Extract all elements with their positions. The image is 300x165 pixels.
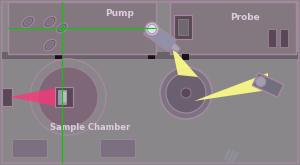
Text: Pump: Pump — [106, 9, 134, 17]
Polygon shape — [194, 73, 268, 101]
Bar — [8, 2, 156, 54]
Bar — [268, 29, 276, 47]
Bar — [62, 92, 66, 102]
Ellipse shape — [46, 18, 54, 25]
Circle shape — [38, 67, 98, 127]
Bar — [58, 90, 66, 104]
Text: Probe: Probe — [230, 13, 260, 21]
Polygon shape — [10, 88, 55, 106]
Circle shape — [30, 59, 106, 135]
Bar — [148, 53, 155, 59]
Polygon shape — [224, 148, 231, 160]
Bar — [55, 87, 73, 107]
Polygon shape — [172, 47, 198, 77]
Polygon shape — [252, 73, 284, 97]
Bar — [174, 15, 192, 39]
Polygon shape — [227, 150, 235, 162]
Bar — [12, 139, 47, 157]
Bar — [55, 53, 62, 59]
Circle shape — [166, 73, 206, 113]
Circle shape — [160, 67, 212, 119]
Bar — [2, 88, 12, 106]
Bar — [170, 2, 296, 54]
Circle shape — [181, 88, 191, 98]
Text: Sample Chamber: Sample Chamber — [50, 122, 130, 132]
Circle shape — [145, 22, 159, 36]
Ellipse shape — [59, 25, 65, 31]
Ellipse shape — [57, 23, 67, 33]
Bar — [280, 29, 288, 47]
Ellipse shape — [46, 42, 54, 49]
Ellipse shape — [44, 39, 56, 51]
Ellipse shape — [44, 16, 56, 28]
Bar — [2, 52, 298, 59]
Ellipse shape — [24, 18, 32, 25]
Polygon shape — [170, 43, 180, 52]
Ellipse shape — [22, 16, 34, 28]
Circle shape — [148, 24, 157, 33]
Bar — [182, 54, 189, 60]
Bar — [178, 19, 188, 35]
Polygon shape — [231, 152, 239, 164]
Bar — [100, 139, 135, 157]
Circle shape — [256, 77, 266, 87]
Polygon shape — [144, 23, 176, 51]
